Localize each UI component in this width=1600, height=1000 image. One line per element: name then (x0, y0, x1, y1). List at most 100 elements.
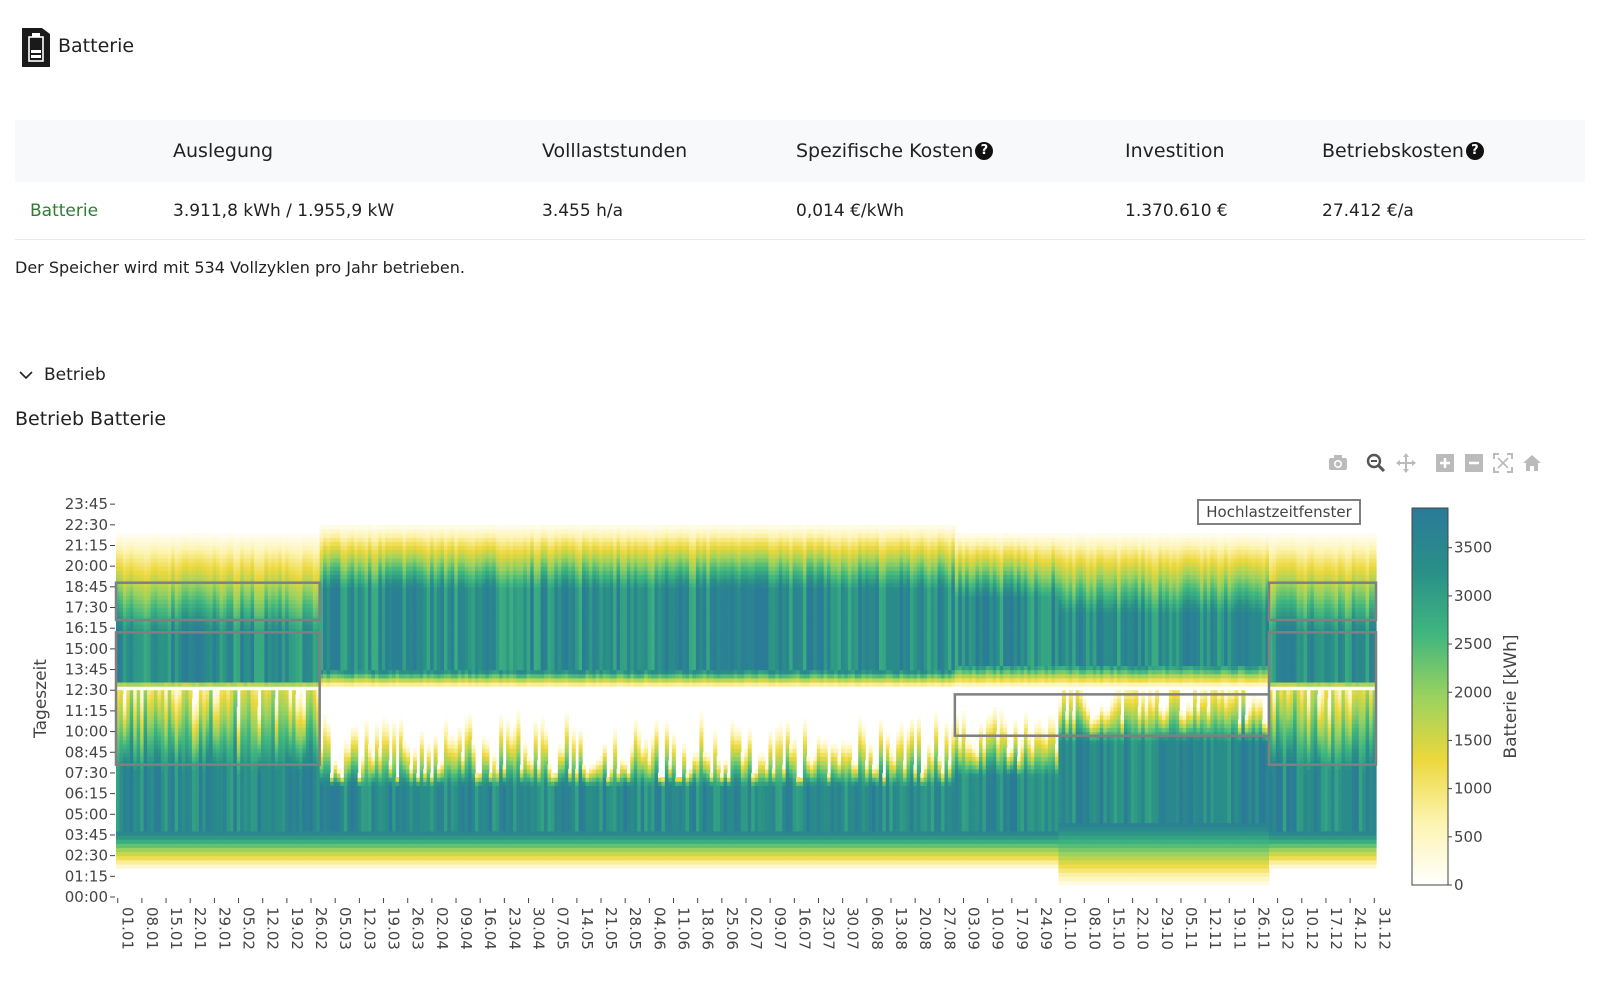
y-tick-label: 18:45 (65, 578, 108, 596)
x-tick-label: 15.01 (167, 907, 185, 950)
summary-text: Der Speicher wird mit 534 Vollzyklen pro… (15, 258, 465, 277)
x-tick-label: 27.08 (940, 907, 958, 950)
x-tick-label: 16.07 (795, 907, 813, 950)
x-tick-label: 12.02 (264, 907, 282, 950)
chevron-down-icon (18, 369, 34, 381)
x-tick-label: 16.04 (481, 907, 499, 950)
cost-table: Auslegung Volllaststunden Spezifische Ko… (15, 120, 1585, 240)
y-tick-label: 07:30 (65, 764, 108, 782)
colorbar-title: Batterie [kWh] (1501, 634, 1521, 758)
x-tick-label: 09.04 (457, 907, 475, 950)
cell-volllaststunden: 3.455 h/a (542, 182, 623, 239)
cell-betriebskosten: 27.412 €/a (1322, 182, 1414, 239)
x-tick-label: 05.03 (336, 907, 354, 950)
x-tick-label: 12.03 (360, 907, 378, 950)
cell-investition: 1.370.610 € (1125, 182, 1228, 239)
pan-icon[interactable] (1395, 452, 1417, 474)
colorbar-tick-label: 2000 (1454, 683, 1492, 701)
y-tick-label: 20:00 (65, 557, 108, 575)
x-tick-label: 20.08 (916, 907, 934, 950)
page-title: Batterie (58, 35, 134, 57)
col-header-volllaststunden: Volllaststunden (542, 120, 687, 182)
x-tick-label: 25.06 (723, 907, 741, 950)
zoom-in-icon[interactable] (1434, 452, 1456, 474)
x-tick-label: 23.07 (819, 907, 837, 950)
y-tick-label: 01:15 (65, 867, 108, 885)
y-tick-label: 17:30 (65, 599, 108, 617)
x-tick-label: 02.04 (433, 907, 451, 950)
col-header-investition: Investition (1125, 120, 1225, 182)
y-tick-label: 06:15 (65, 785, 108, 803)
y-axis-title: Tageszeit (31, 659, 51, 739)
cell-spezifische-kosten: 0,014 €/kWh (796, 182, 904, 239)
x-tick-label: 08.10 (1085, 907, 1103, 950)
x-tick-label: 31.12 (1375, 907, 1393, 950)
annotation-hochlastzeitfenster: Hochlastzeitfenster (1206, 503, 1352, 521)
x-tick-label: 05.02 (240, 907, 258, 950)
x-tick-label: 17.12 (1327, 907, 1345, 950)
x-tick-label: 15.10 (1109, 907, 1127, 950)
x-tick-label: 10.09 (989, 907, 1007, 950)
x-tick-label: 22.10 (1134, 907, 1152, 950)
x-tick-label: 03.09 (964, 907, 982, 950)
x-tick-label: 19.02 (288, 907, 306, 950)
battery-icon (20, 24, 52, 68)
cell-auslegung: 3.911,8 kWh / 1.955,9 kW (173, 182, 394, 239)
zoom-out-icon[interactable] (1463, 452, 1485, 474)
x-tick-label: 17.09 (1013, 907, 1031, 950)
x-tick-label: 11.06 (675, 907, 693, 950)
x-tick-label: 01.01 (119, 907, 137, 950)
x-tick-label: 06.08 (868, 907, 886, 950)
y-tick-label: 13:45 (65, 661, 108, 679)
x-tick-label: 04.06 (650, 907, 668, 950)
help-icon[interactable]: ? (975, 142, 993, 160)
x-tick-label: 29.10 (1158, 907, 1176, 950)
x-tick-label: 13.08 (892, 907, 910, 950)
colorbar-tick-label: 1000 (1454, 780, 1492, 798)
table-row: Batterie 3.911,8 kWh / 1.955,9 kW 3.455 … (15, 182, 1585, 240)
y-tick-label: 22:30 (65, 516, 108, 534)
x-tick-label: 02.07 (747, 907, 765, 950)
x-tick-label: 19.11 (1230, 907, 1248, 950)
table-header: Auslegung Volllaststunden Spezifische Ko… (15, 120, 1585, 182)
x-tick-label: 14.05 (578, 907, 596, 950)
x-tick-label: 26.11 (1254, 907, 1272, 950)
x-tick-label: 30.07 (844, 907, 862, 950)
col-header-spezifische-kosten: Spezifische Kosten? (796, 120, 993, 182)
colorbar-tick-label: 1500 (1454, 731, 1492, 749)
y-tick-label: 05:00 (65, 805, 108, 823)
battery-heatmap-chart[interactable]: Hochlastzeitfenster00:0001:1502:3003:450… (0, 480, 1600, 1000)
x-tick-label: 29.01 (215, 907, 233, 950)
zoom-icon[interactable] (1365, 452, 1387, 474)
x-tick-label: 23.04 (505, 907, 523, 950)
colorbar-tick-label: 0 (1454, 876, 1464, 894)
help-icon[interactable]: ? (1466, 142, 1484, 160)
y-tick-label: 02:30 (65, 847, 108, 865)
x-tick-label: 26.02 (312, 907, 330, 950)
x-tick-label: 12.11 (1206, 907, 1224, 950)
colorbar (1412, 508, 1448, 885)
y-tick-label: 08:45 (65, 743, 108, 761)
camera-icon[interactable] (1327, 452, 1349, 474)
collapse-toggle-betrieb[interactable]: Betrieb (18, 365, 106, 385)
x-tick-label: 26.03 (409, 907, 427, 950)
autoscale-icon[interactable] (1492, 452, 1514, 474)
y-tick-label: 11:15 (65, 702, 108, 720)
x-tick-label: 21.05 (602, 907, 620, 950)
colorbar-tick-label: 500 (1454, 828, 1483, 846)
reset-axes-icon[interactable] (1521, 452, 1543, 474)
x-tick-label: 30.04 (530, 907, 548, 950)
y-tick-label: 21:15 (65, 536, 108, 554)
y-tick-label: 03:45 (65, 826, 108, 844)
x-tick-label: 08.01 (143, 907, 161, 950)
x-tick-label: 28.05 (626, 907, 644, 950)
x-tick-label: 19.03 (385, 907, 403, 950)
x-tick-label: 09.07 (771, 907, 789, 950)
colorbar-tick-label: 3000 (1454, 587, 1492, 605)
row-label-batterie: Batterie (30, 182, 98, 239)
col-header-betriebskosten-label: Betriebskosten (1322, 140, 1464, 162)
colorbar-tick-label: 2500 (1454, 635, 1492, 653)
x-tick-label: 18.06 (699, 907, 717, 950)
x-tick-label: 24.09 (1037, 907, 1055, 950)
page-header: Batterie (20, 24, 134, 68)
